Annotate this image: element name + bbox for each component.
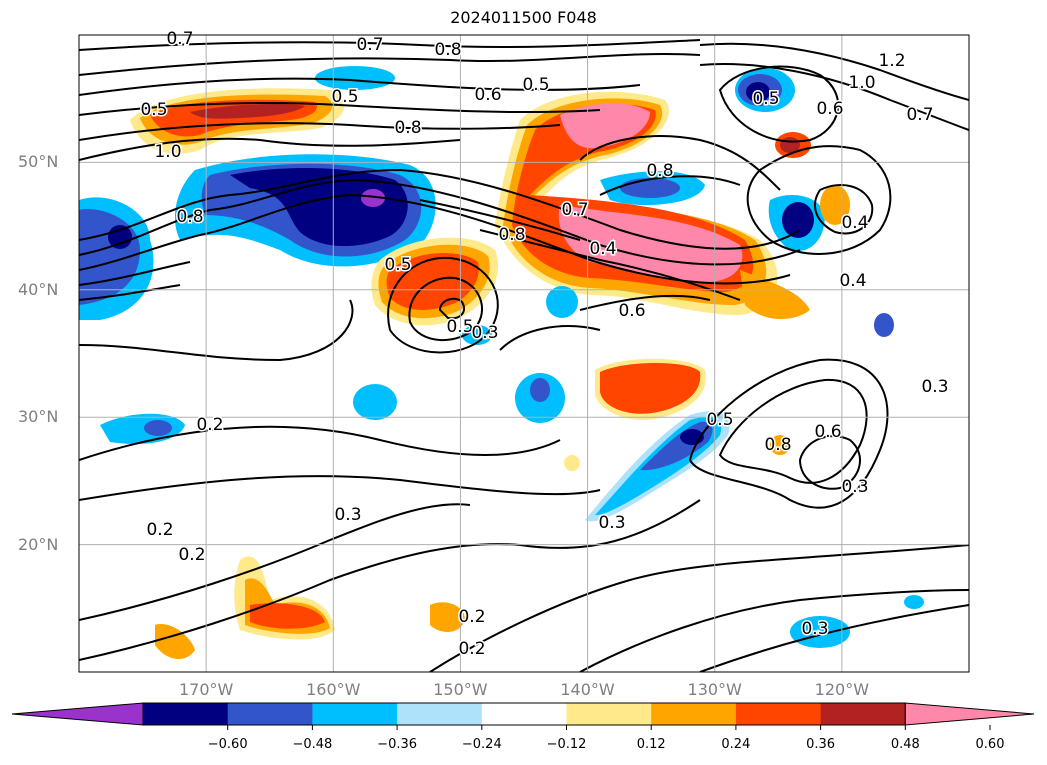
colorbar-extend-max [904,702,1035,726]
graticule [79,35,969,672]
colorbar-cell [397,703,483,725]
contour-label: 0.2 [196,415,223,435]
colorbar-cell [651,703,737,725]
contour-label: 0.5 [140,100,167,120]
contour-label: 0.5 [706,410,733,430]
longitude-label: 140°W [560,680,615,699]
colorbar-tick-label: 0.48 [890,737,920,752]
shaded-anomaly-fields [79,66,924,660]
contour-label: 0.7 [356,35,383,55]
colorbar-cell [566,703,652,725]
colorbar-cell [481,703,567,725]
contour-label: 0.8 [498,225,525,245]
contour-label: 0.2 [458,639,485,659]
contour-label: 0.8 [394,118,421,138]
contour-label: 0.3 [921,377,948,397]
contour-label: 0.4 [841,213,868,233]
colorbar-extend-min [11,702,144,726]
contour-label: 0.5 [446,317,473,337]
colorbar-tick-label: 0.60 [975,737,1005,752]
contour-label: 0.2 [458,607,485,627]
colorbar-cell [312,703,398,725]
longitude-label: 160°W [306,680,361,699]
contour-label: 0.5 [752,89,779,109]
colorbar-cell [143,703,229,725]
map-frame [78,34,970,673]
contour-label: 0.6 [474,85,501,105]
latitude-label: 30°N [18,407,59,427]
contour-label: 0.3 [841,477,868,497]
contour-label: 0.7 [166,29,193,49]
contour-label: 0.8 [434,40,461,60]
contour-label: 1.0 [154,142,181,162]
contour-label: 0.4 [589,239,616,259]
latitude-label: 50°N [18,152,59,172]
contour-labels: 0.70.80.71.21.00.50.6 0.50.50.80.6 0.70.51… [139,28,950,661]
longitude-label: 120°W [814,680,870,699]
contour-label: 0.6 [816,99,843,119]
contour-label: 0.4 [839,271,866,291]
map-title: 2024011500 F048 [450,8,597,27]
colorbar-outline [142,702,906,726]
longitude-label: 150°W [433,680,488,699]
latitude-label: 20°N [18,534,59,554]
colorbar-cell [227,703,313,725]
colorbar-tick-label: 0.24 [721,737,751,752]
contour-label: 0.5 [522,75,549,95]
colorbar-cell [735,703,822,725]
colorbar-tick-label: −0.36 [377,737,418,752]
colorbar-tick-label: 0.12 [636,737,666,752]
colorbar-tick-label: −0.12 [546,737,587,752]
map-plot: 0.70.80.71.21.00.50.6 0.50.50.80.6 0.70.51… [78,28,970,673]
contour-label: 0.7 [561,200,588,220]
colorbar-tick-label: 0.36 [806,737,836,752]
colorbar-cell [820,703,906,725]
contour-label: 0.7 [906,105,933,125]
contour-label: 0.3 [334,505,361,525]
longitude-label: 130°W [687,680,742,699]
latitude-label: 40°N [18,279,59,299]
contour-label: 0.5 [384,255,411,275]
contour-label: 0.8 [646,161,673,181]
contour-label: 1.0 [848,73,875,93]
contour-label: 0.2 [178,545,205,565]
contour-label: 0.3 [598,513,625,533]
contour-label: 0.8 [764,435,791,455]
contour-label: 0.5 [331,87,358,107]
contour-label: 0.6 [618,301,645,321]
colorbar-tick-label: −0.60 [207,737,248,752]
contour-label: 1.2 [878,51,905,71]
contour-label: 0.8 [176,207,203,227]
contour-label: 0.3 [471,323,498,343]
contour-lines [79,39,969,672]
colorbar [11,702,1035,730]
contour-label: 0.2 [146,520,173,540]
colorbar-tick-label: −0.24 [461,737,502,752]
contour-label: 0.3 [801,619,828,639]
longitude-label: 170°W [178,680,234,699]
contour-label: 0.6 [814,422,841,442]
colorbar-tick-label: −0.48 [292,737,333,752]
